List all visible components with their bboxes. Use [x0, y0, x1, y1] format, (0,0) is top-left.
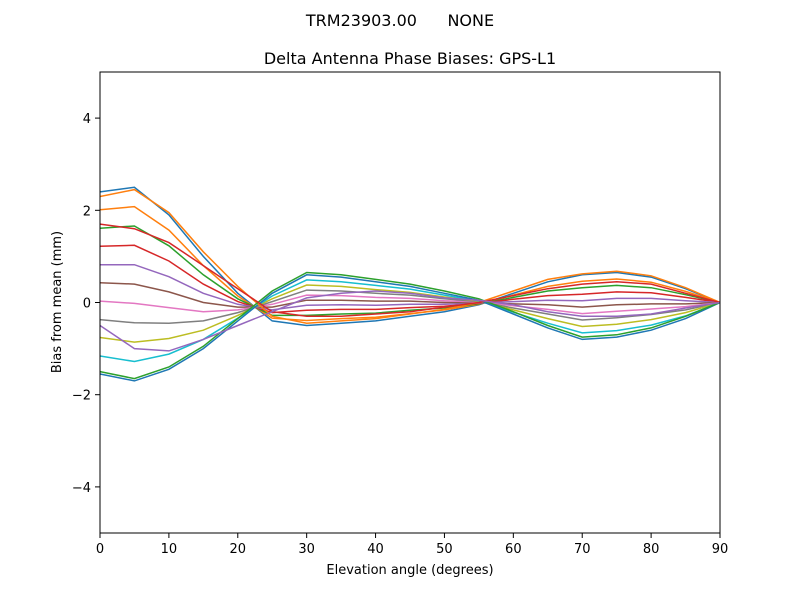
- y-axis: −4 −2 0 2 4: [72, 112, 100, 496]
- series-line-s5: [100, 263, 720, 311]
- chart-suptitle: TRM23903.00 NONE: [305, 11, 494, 30]
- series-line-s1: [100, 186, 720, 327]
- y-tick-label: 4: [83, 112, 91, 127]
- x-axis-label: Elevation angle (degrees): [326, 563, 493, 578]
- x-tick-label: 60: [505, 542, 522, 557]
- chart-title: Delta Antenna Phase Biases: GPS-L1: [264, 49, 556, 68]
- x-tick-label: 80: [643, 542, 660, 557]
- y-tick-label: 0: [83, 297, 91, 312]
- series-line-s15: [100, 290, 720, 352]
- series-line-s14: [100, 223, 720, 318]
- series-line-s7: [100, 294, 720, 315]
- series-line-s9: [100, 284, 720, 343]
- x-tick-label: 70: [574, 542, 591, 557]
- x-tick-label: 0: [96, 542, 104, 557]
- y-tick-label: 2: [83, 204, 91, 219]
- x-tick-label: 30: [298, 542, 315, 557]
- y-axis-label: Bias from mean (mm): [50, 231, 65, 373]
- series-line-s6: [100, 281, 720, 308]
- series-line-s13: [100, 271, 720, 380]
- x-axis: 0 10 20 30 40 50 60 70 80 90: [96, 533, 728, 557]
- y-tick-label: −2: [72, 389, 91, 404]
- x-tick-label: 40: [367, 542, 384, 557]
- series-line-s4: [100, 244, 720, 314]
- x-tick-label: 20: [230, 542, 247, 557]
- series-lines: [100, 186, 720, 382]
- series-line-s8: [100, 289, 720, 324]
- y-tick-label: −4: [72, 481, 91, 496]
- series-line-s11: [100, 274, 720, 382]
- x-tick-label: 50: [436, 542, 453, 557]
- series-line-s12: [100, 188, 720, 324]
- x-tick-label: 10: [161, 542, 178, 557]
- series-line-s3: [100, 225, 720, 317]
- x-tick-label: 90: [712, 542, 729, 557]
